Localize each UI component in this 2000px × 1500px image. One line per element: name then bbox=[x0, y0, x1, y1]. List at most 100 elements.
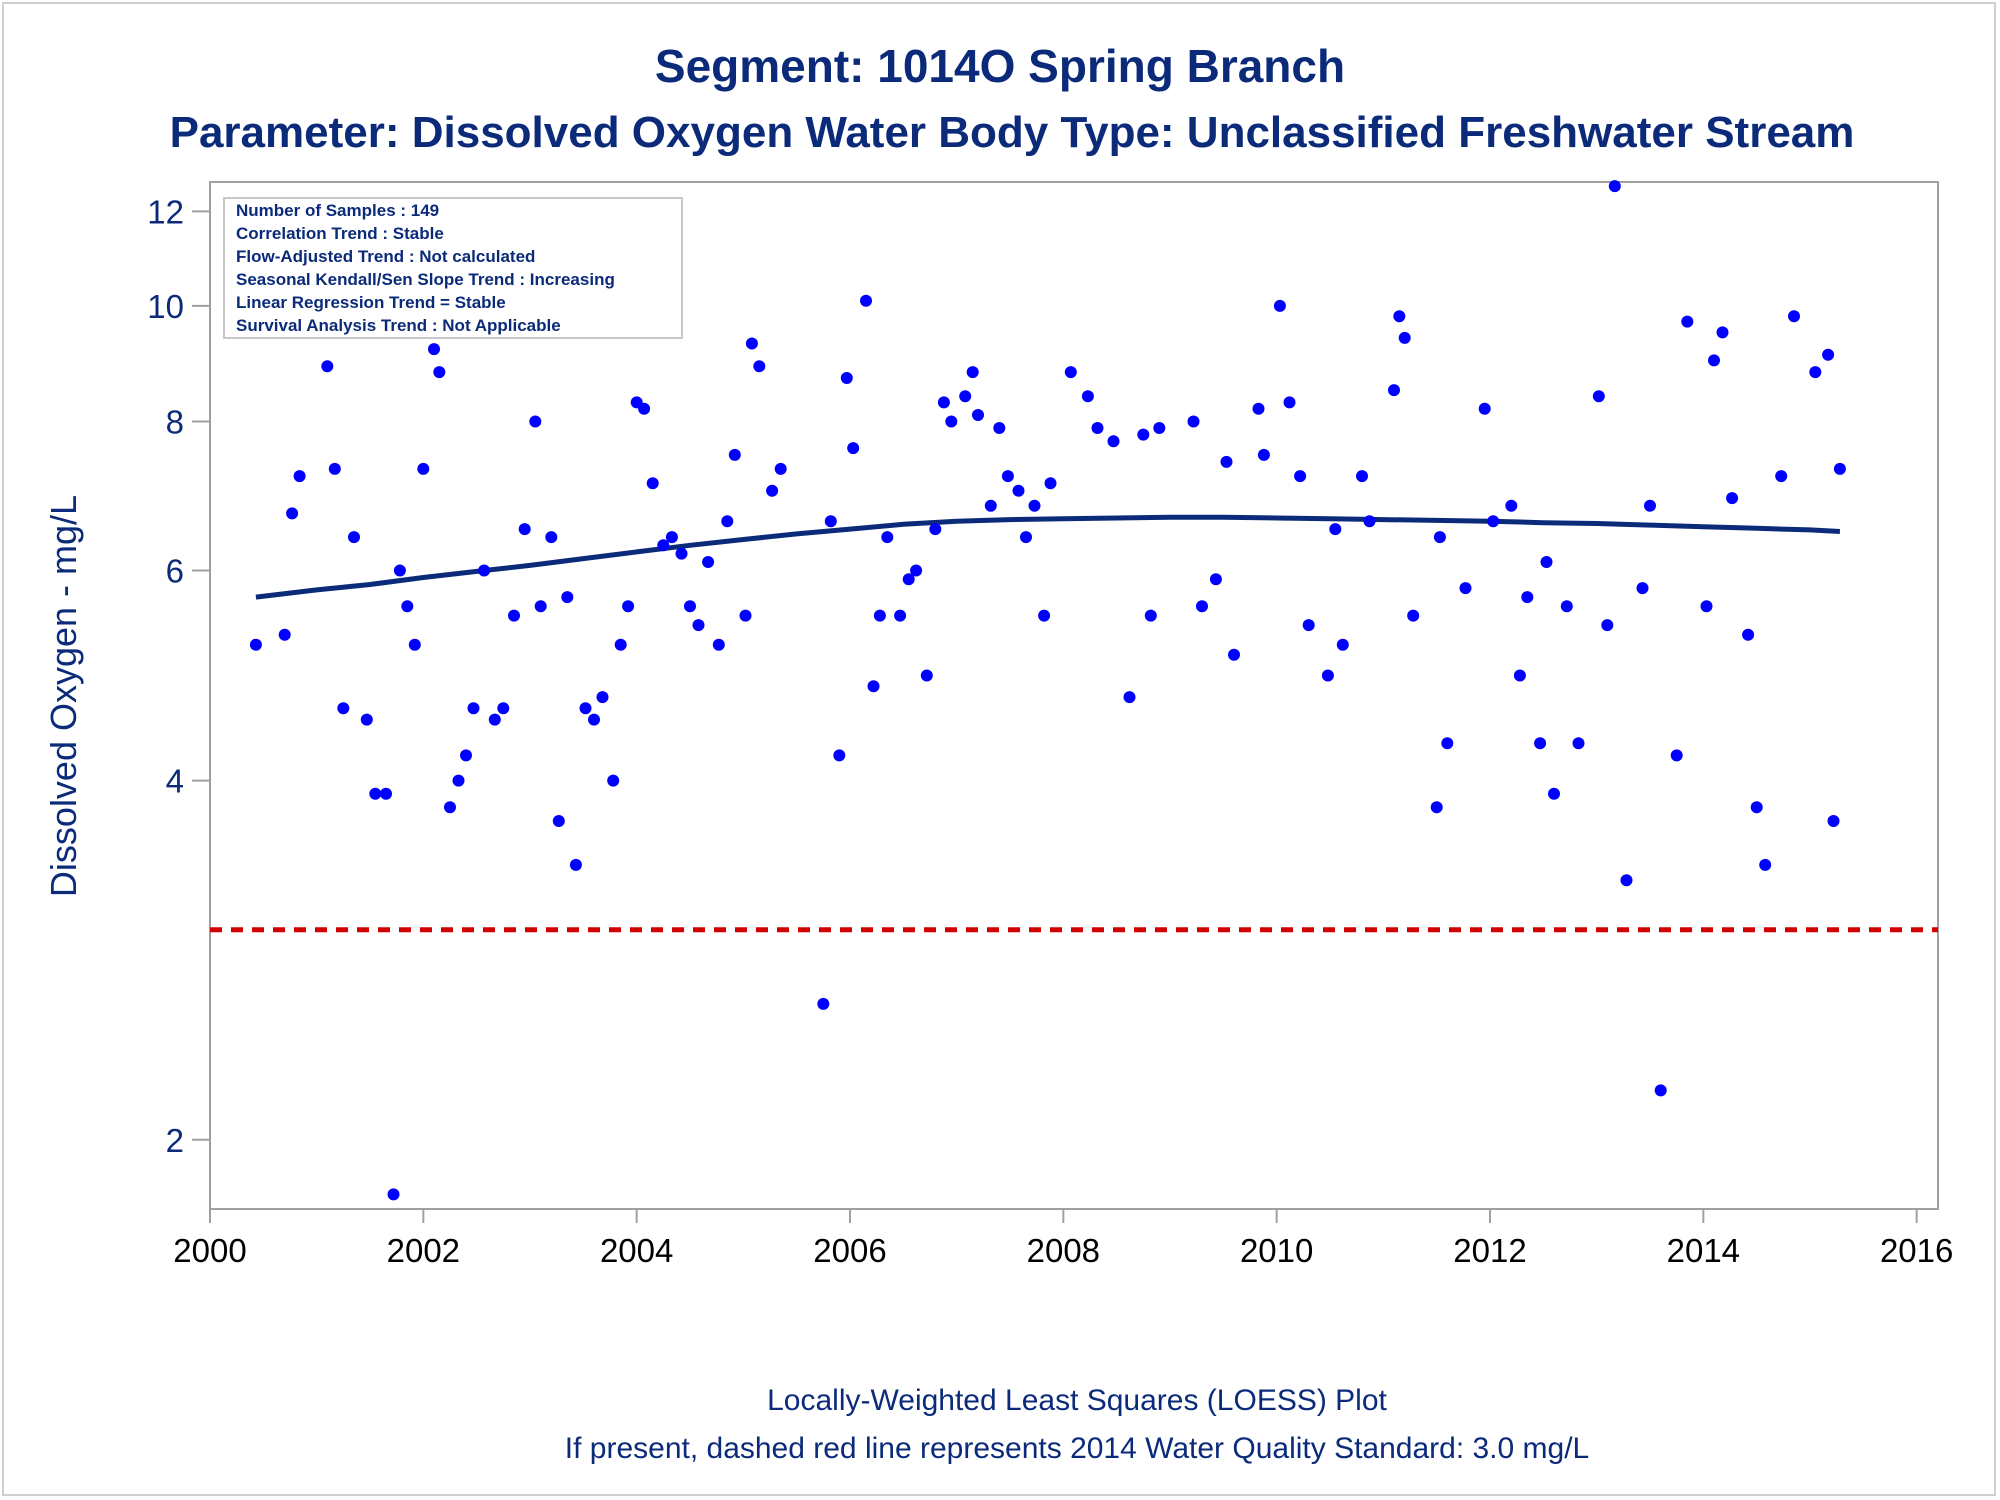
y-tick-label: 12 bbox=[147, 193, 184, 230]
data-point bbox=[945, 415, 958, 428]
data-point bbox=[1001, 470, 1014, 483]
data-point bbox=[1708, 354, 1720, 367]
data-point bbox=[348, 531, 360, 544]
data-point bbox=[1153, 422, 1166, 434]
data-point bbox=[417, 462, 430, 475]
data-point bbox=[433, 366, 446, 379]
x-tick-label: 2004 bbox=[600, 1232, 673, 1269]
data-point bbox=[380, 787, 392, 800]
data-point bbox=[753, 360, 766, 373]
data-point bbox=[1137, 428, 1150, 441]
data-point bbox=[712, 638, 725, 651]
data-point bbox=[638, 402, 651, 415]
data-point bbox=[833, 749, 846, 762]
data-point bbox=[321, 360, 334, 373]
chart-title: Segment: 1014O Spring Branch bbox=[655, 40, 1345, 92]
data-point bbox=[1521, 591, 1534, 604]
data-point bbox=[393, 564, 406, 577]
data-point bbox=[1788, 310, 1800, 323]
stats-box: Number of Samples : 149 Correlation Tren… bbox=[223, 197, 683, 339]
data-point bbox=[369, 787, 382, 800]
data-point bbox=[1716, 326, 1729, 339]
data-point bbox=[721, 515, 734, 528]
data-point bbox=[534, 600, 547, 613]
y-tick-label: 2 bbox=[166, 1122, 184, 1159]
data-point bbox=[1822, 348, 1835, 361]
data-point bbox=[278, 628, 291, 641]
stats-samples: Number of Samples : 149 bbox=[236, 201, 439, 220]
footnote-loess: Locally-Weighted Least Squares (LOESS) P… bbox=[767, 1384, 1387, 1417]
data-point bbox=[1209, 573, 1222, 586]
data-point bbox=[444, 801, 456, 814]
data-point bbox=[1081, 390, 1094, 403]
data-point bbox=[452, 774, 465, 787]
data-point bbox=[675, 547, 688, 560]
data-point bbox=[881, 531, 894, 544]
data-point bbox=[497, 702, 510, 715]
y-tick-label: 8 bbox=[166, 403, 184, 440]
data-point bbox=[1572, 737, 1585, 750]
data-point bbox=[249, 638, 262, 651]
y-axis: 2 4 6 8 10 12 bbox=[147, 193, 210, 1159]
plot-area bbox=[209, 181, 1939, 1210]
data-point bbox=[1336, 638, 1349, 651]
data-point bbox=[579, 702, 592, 715]
x-tick-label: 2010 bbox=[1240, 1232, 1313, 1269]
data-point bbox=[1393, 310, 1406, 323]
footnote-standard: If present, dashed red line represents 2… bbox=[565, 1432, 1589, 1465]
data-point bbox=[545, 531, 558, 544]
data-point bbox=[588, 713, 600, 726]
stats-seasonal-kendall-trend: Seasonal Kendall/Sen Slope Trend : Incre… bbox=[236, 270, 615, 289]
y-tick-label: 4 bbox=[166, 763, 184, 800]
data-point bbox=[1123, 691, 1136, 704]
x-tick-label: 2002 bbox=[387, 1232, 460, 1269]
data-point bbox=[596, 691, 609, 704]
data-point bbox=[1742, 628, 1755, 641]
data-point bbox=[561, 591, 574, 604]
data-point bbox=[728, 448, 741, 461]
data-point bbox=[286, 507, 299, 520]
data-point bbox=[518, 523, 531, 536]
data-point bbox=[488, 713, 501, 726]
data-point bbox=[1809, 366, 1822, 379]
data-point bbox=[1827, 815, 1840, 827]
data-point bbox=[508, 609, 520, 622]
data-point bbox=[1273, 299, 1286, 312]
data-point bbox=[1700, 600, 1713, 613]
x-axis: 2000 2002 2004 2006 2008 2010 2012 2014 2016 bbox=[173, 1209, 1953, 1269]
data-point bbox=[766, 484, 779, 497]
data-point bbox=[910, 564, 923, 577]
data-point bbox=[1608, 180, 1621, 193]
data-point bbox=[657, 539, 670, 552]
stats-correlation-trend: Correlation Trend : Stable bbox=[236, 224, 444, 243]
data-point bbox=[1478, 402, 1491, 415]
data-point bbox=[529, 415, 542, 428]
loess-curve-layer bbox=[255, 514, 1841, 600]
data-point bbox=[1028, 499, 1041, 512]
x-tick-label: 2012 bbox=[1453, 1232, 1526, 1269]
data-point bbox=[1540, 556, 1553, 568]
data-point bbox=[360, 713, 373, 726]
data-point bbox=[408, 638, 421, 651]
data-point bbox=[1294, 470, 1307, 483]
data-point bbox=[1601, 619, 1614, 632]
data-point bbox=[1329, 523, 1342, 536]
data-point bbox=[1430, 801, 1443, 814]
data-point bbox=[1441, 737, 1454, 750]
data-point bbox=[1750, 801, 1763, 814]
loess-curve bbox=[255, 514, 1841, 600]
stats-box-border bbox=[223, 197, 683, 339]
data-point bbox=[984, 499, 997, 512]
data-point bbox=[1398, 331, 1411, 344]
data-point bbox=[1252, 402, 1265, 415]
data-point bbox=[1505, 499, 1518, 512]
data-point bbox=[328, 462, 341, 475]
x-tick-label: 2006 bbox=[813, 1232, 886, 1269]
data-point bbox=[1038, 609, 1051, 622]
data-point bbox=[478, 564, 491, 577]
data-point bbox=[607, 774, 620, 787]
data-point bbox=[1636, 582, 1649, 595]
stats-linear-regression-trend: Linear Regression Trend = Stable bbox=[236, 293, 506, 312]
data-point bbox=[1388, 384, 1400, 397]
data-point bbox=[467, 702, 480, 715]
